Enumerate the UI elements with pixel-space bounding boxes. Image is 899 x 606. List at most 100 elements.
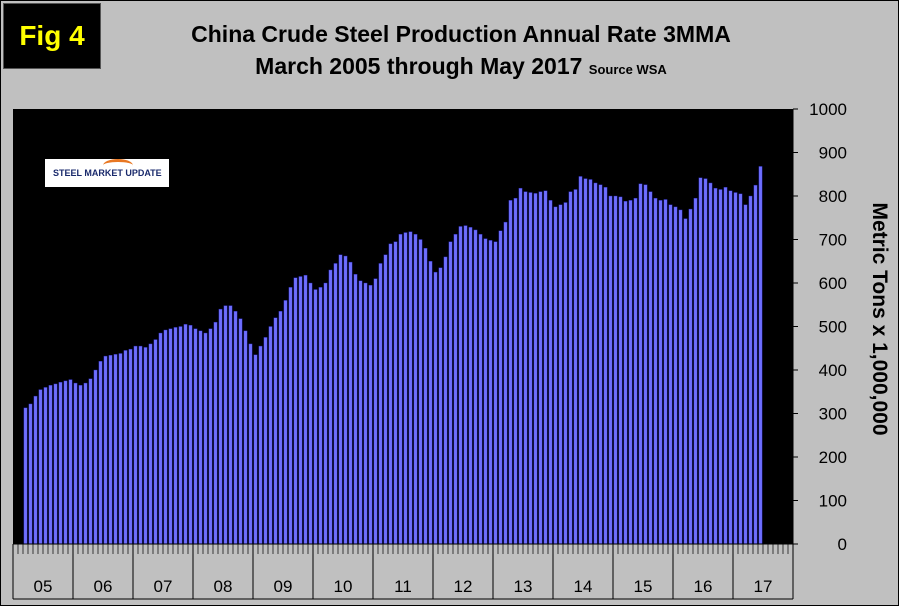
- bar-79: [418, 239, 423, 545]
- bar-57: [308, 282, 313, 545]
- x-tick-label-06: 06: [94, 577, 113, 596]
- bar-27: [158, 332, 163, 545]
- x-tick-label-12: 12: [454, 577, 473, 596]
- bar-46: [253, 354, 258, 545]
- bar-17: [108, 355, 113, 545]
- bar-110: [573, 189, 578, 545]
- bar-77: [408, 231, 413, 545]
- chart-subtitle: March 2005 through May 2017: [255, 53, 583, 79]
- bar-61: [328, 269, 333, 545]
- bar-136: [703, 178, 708, 545]
- logo-swoosh-icon: [103, 159, 133, 172]
- bar-12: [83, 382, 88, 545]
- bar-15: [98, 361, 103, 545]
- bar-21: [128, 348, 133, 545]
- bar-42: [233, 311, 238, 545]
- bar-125: [648, 191, 653, 545]
- y-tick-label-0: 0: [838, 535, 847, 554]
- bar-71: [378, 263, 383, 545]
- bar-115: [598, 184, 603, 545]
- bar-111: [578, 176, 583, 545]
- bar-92: [483, 238, 488, 545]
- bar-63: [338, 254, 343, 545]
- x-tick-label-09: 09: [274, 577, 293, 596]
- bar-112: [583, 178, 588, 545]
- x-tick-label-10: 10: [334, 577, 353, 596]
- x-tick-label-11: 11: [394, 577, 412, 596]
- bar-43: [238, 318, 243, 545]
- bar-26: [153, 339, 158, 545]
- bar-4: [43, 387, 48, 545]
- bar-9: [68, 379, 73, 545]
- bar-10: [73, 382, 78, 545]
- x-tick-label-13: 13: [514, 577, 533, 596]
- bar-85: [448, 241, 453, 545]
- y-tick-label-600: 600: [819, 274, 847, 293]
- x-tick-label-14: 14: [574, 577, 593, 596]
- bar-145: [748, 195, 753, 545]
- bar-37: [208, 328, 213, 545]
- bar-128: [663, 199, 668, 545]
- bar-86: [453, 234, 458, 545]
- bar-82: [433, 271, 438, 545]
- bar-28: [163, 329, 168, 545]
- bar-119: [618, 196, 623, 545]
- bar-7: [58, 381, 63, 545]
- bar-39: [218, 308, 223, 545]
- bar-14: [93, 369, 98, 545]
- bar-33: [188, 324, 193, 545]
- bar-41: [228, 305, 233, 545]
- x-tick-label-08: 08: [214, 577, 233, 596]
- x-tick-label-07: 07: [154, 577, 173, 596]
- y-tick-label-900: 900: [819, 144, 847, 163]
- bar-38: [213, 321, 218, 545]
- y-tick-label-700: 700: [819, 231, 847, 250]
- bar-109: [568, 191, 573, 545]
- bar-88: [463, 225, 468, 545]
- bar-66: [353, 274, 358, 545]
- bar-93: [488, 240, 493, 545]
- bar-131: [678, 209, 683, 545]
- bar-108: [563, 202, 568, 545]
- bar-101: [528, 192, 533, 545]
- bar-51: [278, 311, 283, 545]
- bar-3: [38, 389, 43, 545]
- bar-116: [603, 187, 608, 545]
- bar-105: [548, 200, 553, 545]
- bar-147: [758, 166, 763, 545]
- bar-83: [438, 267, 443, 545]
- bar-118: [613, 195, 618, 545]
- x-tick-label-17: 17: [754, 577, 773, 596]
- bar-52: [283, 300, 288, 545]
- bar-40: [223, 305, 228, 545]
- bar-34: [193, 328, 198, 545]
- bar-114: [593, 182, 598, 545]
- y-tick-label-500: 500: [819, 318, 847, 337]
- bar-132: [683, 218, 688, 545]
- bar-80: [423, 247, 428, 545]
- bar-117: [608, 195, 613, 545]
- bar-49: [268, 326, 273, 545]
- bar-139: [718, 189, 723, 545]
- bar-126: [653, 197, 658, 545]
- bar-106: [553, 206, 558, 545]
- bar-127: [658, 200, 663, 545]
- bar-124: [643, 184, 648, 545]
- bar-99: [518, 187, 523, 545]
- bar-141: [728, 190, 733, 545]
- bar-75: [398, 234, 403, 545]
- bar-135: [698, 177, 703, 545]
- bar-62: [333, 263, 338, 545]
- bar-22: [133, 345, 138, 545]
- bar-113: [588, 179, 593, 545]
- bar-98: [513, 197, 518, 545]
- bar-102: [533, 193, 538, 545]
- bar-78: [413, 234, 418, 545]
- bar-73: [388, 243, 393, 545]
- source-note: Source WSA: [588, 62, 667, 77]
- bar-64: [343, 255, 348, 545]
- y-tick-label-200: 200: [819, 448, 847, 467]
- bar-129: [668, 204, 673, 545]
- bar-65: [348, 261, 353, 545]
